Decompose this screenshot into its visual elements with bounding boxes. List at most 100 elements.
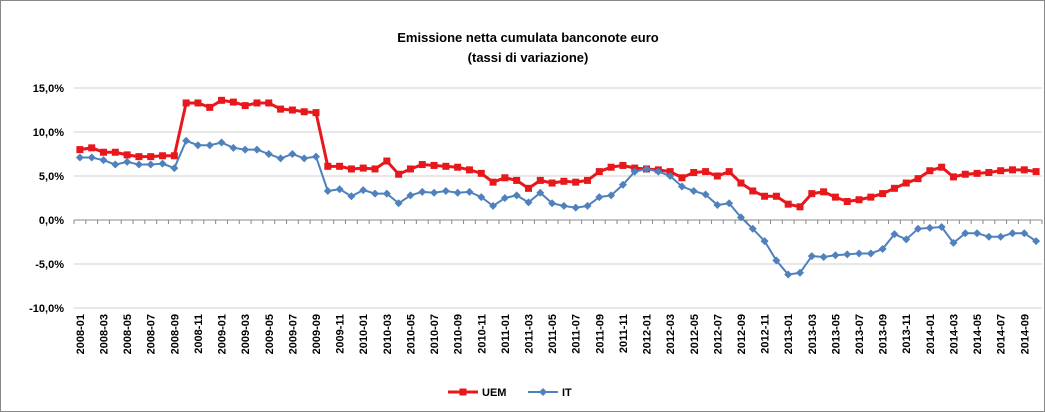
point (418, 187, 427, 196)
point (937, 223, 946, 232)
point (571, 203, 580, 212)
point (607, 191, 616, 200)
x-tick-label: 2009-05 (264, 314, 276, 354)
point (796, 268, 804, 277)
point (619, 161, 627, 169)
legend-marker (539, 388, 547, 396)
point (559, 201, 568, 210)
point (584, 176, 592, 184)
point (111, 148, 119, 156)
x-tick-label: 2013-01 (783, 314, 795, 354)
point (1008, 166, 1016, 174)
point (265, 99, 273, 107)
point (725, 168, 733, 176)
point (218, 96, 226, 104)
point (749, 187, 757, 195)
point (111, 160, 120, 169)
x-tick-label: 2013-11 (901, 314, 913, 354)
point (820, 188, 828, 196)
point (866, 249, 875, 258)
point (371, 165, 379, 173)
point (761, 192, 769, 200)
x-tick-label: 2012-07 (712, 314, 724, 354)
point (772, 192, 780, 200)
point (100, 148, 108, 156)
point (524, 198, 533, 207)
point (618, 180, 627, 189)
x-tick-label: 2014-09 (1019, 314, 1031, 354)
point (430, 188, 439, 197)
point (135, 153, 143, 161)
point (99, 156, 108, 165)
x-tick-label: 2010-05 (405, 314, 417, 354)
point (88, 144, 96, 152)
x-tick-label: 2009-11 (335, 314, 347, 354)
point (677, 182, 686, 191)
point (194, 99, 202, 107)
y-tick-label: 0,0% (39, 215, 64, 227)
point (701, 190, 710, 199)
point (1032, 168, 1040, 176)
legend-label: UEM (482, 387, 506, 399)
point (595, 193, 604, 202)
point (973, 229, 982, 238)
point (158, 159, 167, 168)
x-tick-label: 2009-07 (287, 314, 299, 354)
point (890, 230, 899, 239)
point (914, 175, 922, 183)
point (276, 154, 285, 163)
point (513, 176, 521, 184)
point (382, 189, 391, 198)
point (548, 179, 556, 187)
x-tick-label: 2008-01 (75, 314, 87, 354)
point (312, 152, 320, 161)
x-tick-label: 2009-09 (311, 314, 323, 354)
point (902, 179, 910, 187)
point (949, 173, 957, 181)
x-tick-label: 2009-01 (217, 314, 229, 354)
y-tick-label: 10,0% (33, 127, 64, 139)
point (548, 199, 557, 208)
point (489, 178, 497, 186)
point (736, 213, 745, 222)
chart-subtitle: (tassi di variazione) (468, 50, 589, 65)
point (973, 169, 981, 177)
point (666, 172, 675, 180)
x-tick-label: 2011-11 (618, 314, 630, 353)
point (914, 224, 923, 233)
x-tick-label: 2012-11 (760, 314, 772, 354)
point (264, 150, 273, 158)
point (241, 145, 250, 154)
x-tick-label: 2012-01 (642, 314, 654, 354)
point (560, 177, 568, 185)
point (807, 252, 816, 261)
point (87, 153, 96, 162)
point (595, 168, 603, 176)
point (1020, 166, 1028, 174)
point (855, 196, 863, 204)
x-tick-label: 2011-05 (547, 314, 559, 354)
chart-title: Emissione netta cumulata banconote euro (397, 30, 659, 45)
point (843, 198, 851, 206)
point (277, 105, 285, 113)
point (253, 99, 261, 107)
point (206, 103, 214, 111)
point (867, 193, 875, 201)
x-tick-label: 2013-05 (830, 314, 842, 354)
point (229, 98, 237, 106)
x-tick-label: 2008-03 (99, 314, 111, 354)
point (288, 150, 297, 158)
point (359, 164, 367, 172)
point (949, 238, 958, 247)
point (394, 199, 403, 208)
point (159, 152, 167, 160)
point (477, 169, 485, 177)
x-tick-label: 2012-05 (689, 314, 701, 354)
point (925, 223, 934, 232)
point (985, 168, 993, 176)
point (926, 167, 934, 175)
point (997, 167, 1005, 175)
point (489, 201, 498, 210)
x-tick-label: 2010-03 (382, 314, 394, 354)
